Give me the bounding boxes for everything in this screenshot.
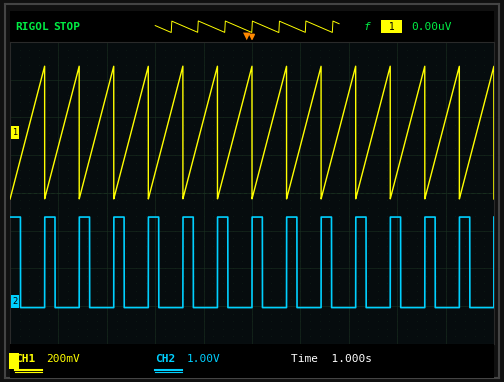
Text: 1: 1 xyxy=(13,128,18,137)
Text: Time  1.000s: Time 1.000s xyxy=(291,354,372,364)
Text: f: f xyxy=(363,22,370,32)
Text: 2: 2 xyxy=(13,297,18,306)
Text: 1: 1 xyxy=(383,22,400,32)
Text: CH2: CH2 xyxy=(155,354,175,364)
Text: RIGOL: RIGOL xyxy=(15,22,49,32)
Text: STOP: STOP xyxy=(53,22,81,32)
Text: 1.00V: 1.00V xyxy=(186,354,220,364)
Text: 200mV: 200mV xyxy=(46,354,80,364)
Text: 0.00uV: 0.00uV xyxy=(412,22,452,32)
Text: ▼: ▼ xyxy=(243,31,251,40)
Text: CH1: CH1 xyxy=(15,354,35,364)
